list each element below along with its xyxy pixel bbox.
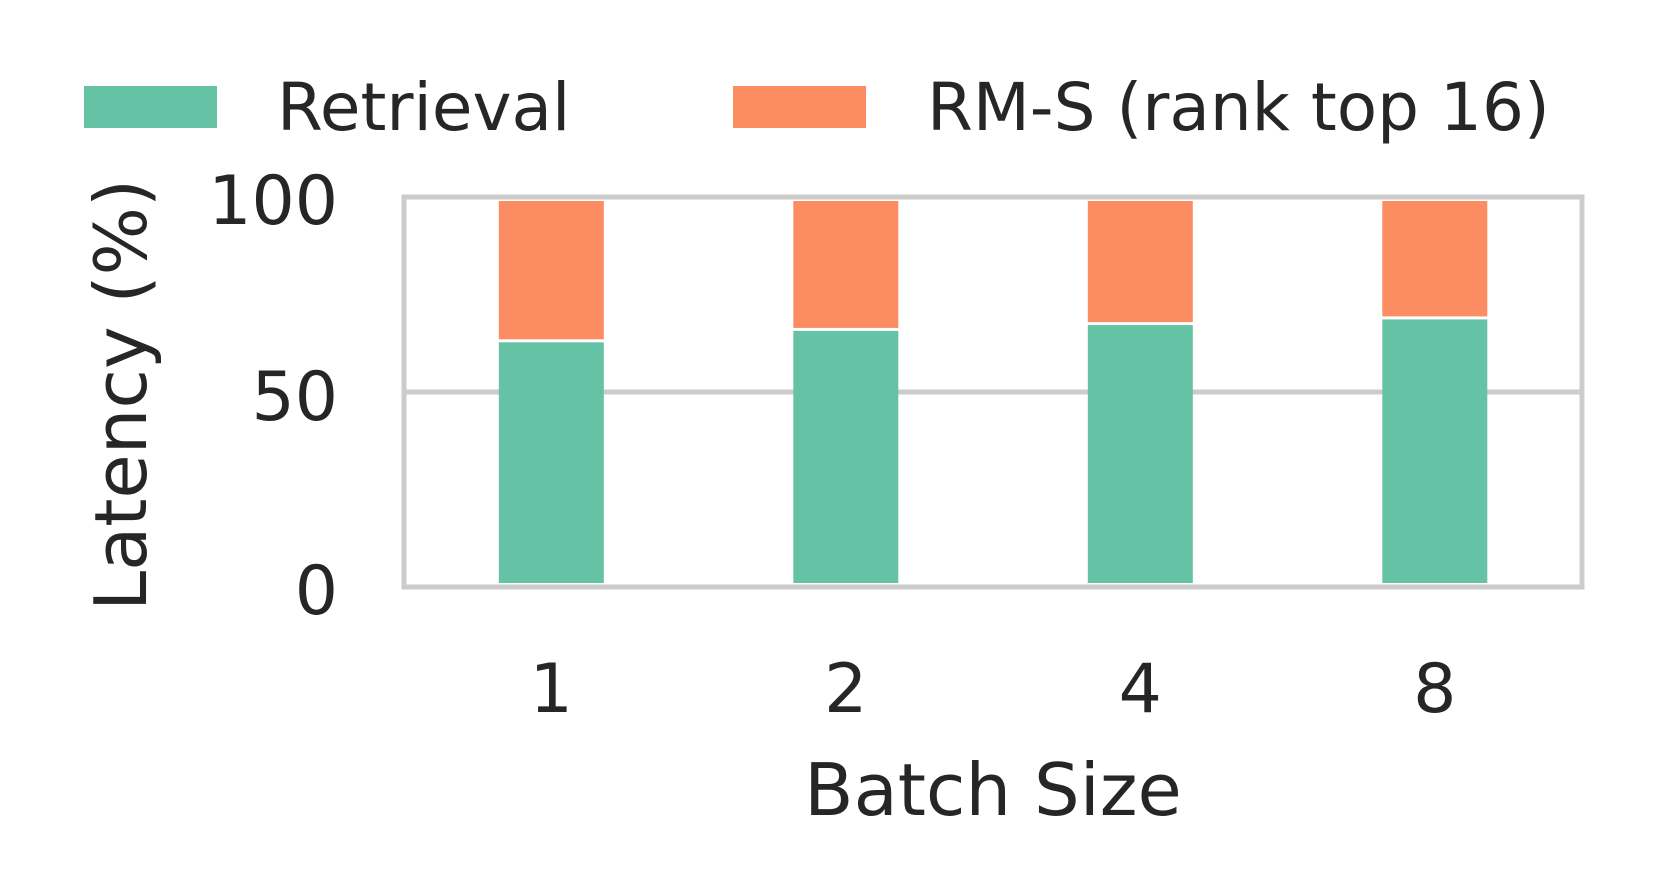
bar-rm-s-batch-8 [1382,201,1488,317]
x-tick-label: 1 [530,650,573,729]
legend-label-retrieval: Retrieval [277,69,570,146]
bar-rm-s-batch-4 [1087,201,1193,323]
bar-retrieval-batch-4 [1087,325,1193,583]
x-axis-ticks: 1 2 4 8 [530,650,1457,729]
y-tick-label: 0 [295,552,338,631]
x-tick-label: 8 [1413,650,1456,729]
bar-rm-s-batch-1 [498,201,604,340]
bar-retrieval-batch-1 [498,342,604,583]
y-tick-label: 100 [208,162,338,241]
legend-swatch-retrieval [84,86,217,128]
x-tick-label: 2 [824,650,867,729]
y-tick-label: 50 [251,358,338,437]
bar-rm-s-batch-2 [793,201,899,328]
bar-retrieval-batch-8 [1382,319,1488,583]
bar-retrieval-batch-2 [793,330,899,583]
legend-label-rm-s: RM-S (rank top 16) [927,69,1550,146]
legend-swatch-rm-s [733,86,866,128]
legend: Retrieval RM-S (rank top 16) [84,69,1550,146]
bars-group [498,201,1488,583]
plot-frame [401,194,1585,590]
y-axis: 0 50 100 [208,162,338,631]
x-axis-label: Batch Size [804,748,1182,832]
y-axis-label: Latency (%) [79,179,163,611]
x-tick-label: 4 [1119,650,1162,729]
